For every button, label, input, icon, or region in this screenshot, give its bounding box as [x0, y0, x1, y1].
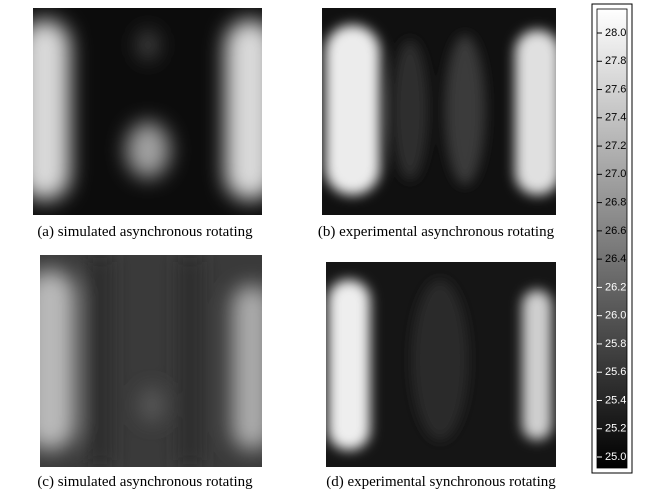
tick-label: 27.2: [605, 140, 626, 152]
image-c: [25, 255, 272, 467]
caption: (b) experimental asynchronous rotating: [318, 224, 555, 240]
tick-label: 28.0: [605, 27, 626, 39]
tick-label: 26.6: [605, 225, 626, 237]
tick-label: 27.6: [605, 83, 626, 95]
tick-label: 26.8: [605, 197, 626, 209]
tick-label: 25.2: [605, 423, 626, 435]
image-a: [20, 8, 275, 215]
colorbar: 25.0 25.2 25.4 25.6 25.8 26.0 26.2 26.4 26.6 26.8…: [592, 4, 632, 473]
tick-label: 26.2: [605, 281, 626, 293]
caption: (d) experimental synchronous rotating: [326, 474, 556, 490]
tick-label: 25.8: [605, 338, 626, 350]
tick-label: 25.4: [605, 394, 626, 406]
tick-label: 26.4: [605, 253, 626, 265]
tick-label: 27.4: [605, 112, 626, 124]
caption: (a) simulated asynchronous rotating: [37, 224, 253, 240]
image-b: [322, 8, 560, 215]
tick-label: 25.0: [605, 451, 626, 463]
tick-label: 27.8: [605, 55, 626, 67]
tick-label: 25.6: [605, 366, 626, 378]
tick-label: 27.0: [605, 168, 626, 180]
tick-label: 26.0: [605, 310, 626, 322]
figure: (a) simulated asynchronous rotating (b) …: [0, 0, 646, 494]
image-d: [326, 262, 556, 467]
caption: (c) simulated asynchronous rotating: [37, 474, 253, 490]
